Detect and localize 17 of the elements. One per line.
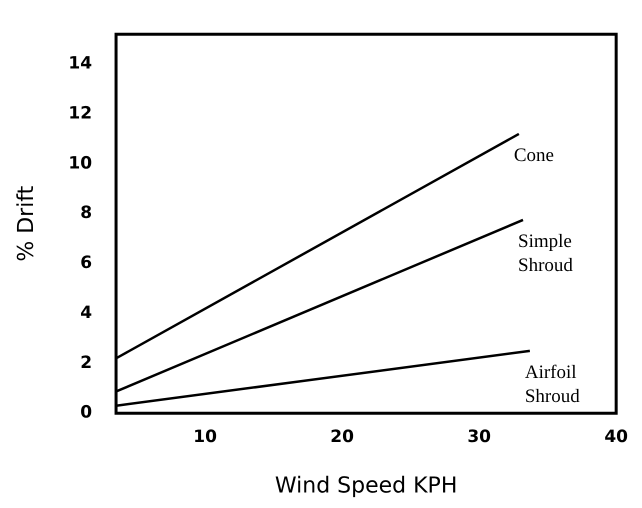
series-label: Cone xyxy=(514,144,554,166)
y-tick-label: 10 xyxy=(68,153,92,174)
y-tick-label: 2 xyxy=(80,352,92,373)
x-tick-label: 40 xyxy=(604,426,628,447)
y-tick-label: 14 xyxy=(68,54,92,74)
y-tick-label: 8 xyxy=(80,203,92,224)
series-label: Simple Shroud xyxy=(518,230,574,276)
y-tick-label: 6 xyxy=(80,253,92,274)
y-tick-label: 0 xyxy=(80,402,92,423)
x-tick-label: 30 xyxy=(467,426,492,447)
x-tick-label: 20 xyxy=(330,426,354,447)
y-tick-label: 4 xyxy=(80,302,92,323)
series-label: Airfoil Shroud xyxy=(524,362,580,407)
x-axis-title: Wind Speed KPH xyxy=(274,474,458,499)
y-tick-label: 12 xyxy=(68,103,92,124)
x-tick-label: 10 xyxy=(193,426,218,447)
y-axis-title: % Drift xyxy=(14,185,39,262)
